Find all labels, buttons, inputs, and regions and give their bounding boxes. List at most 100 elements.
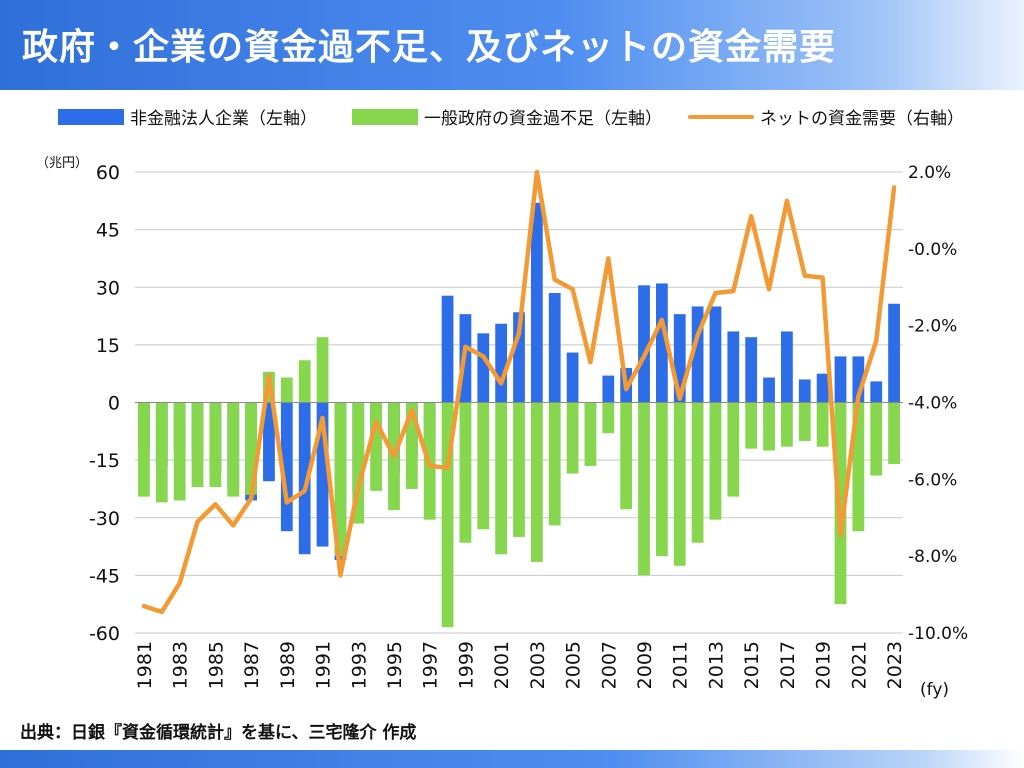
bar-government [280,377,293,403]
legend-item-corporate: 非金融法人企業（左軸） [58,104,317,129]
bar-government [441,402,454,628]
bar-government [709,402,722,520]
bar-corporate [263,402,275,482]
left-tick-label: -45 [89,565,120,587]
legend-item-government: 一般政府の資金過不足（左軸） [352,104,662,129]
right-tick-label: -4.0% [908,394,957,414]
bar-government [495,402,508,555]
legend-label-government: 一般政府の資金過不足（左軸） [424,109,662,129]
x-tick-label: 1987 [241,641,263,689]
bar-government [691,402,704,543]
legend-item-net-demand: ネットの資金需要（右軸） [688,104,964,129]
x-tick-label: 1985 [205,641,227,689]
left-tick-label: -30 [89,508,120,530]
x-tick-label: 2007 [598,641,620,689]
bar-corporate [477,333,490,403]
chart-legend: 非金融法人企業（左軸） 一般政府の資金過不足（左軸） ネットの資金需要（右軸） [0,104,1024,129]
line-net-demand [141,169,897,615]
left-axis-unit: （兆円） [36,156,88,171]
bar-government [798,402,811,441]
bar-government [655,402,668,557]
bar-government [566,402,579,474]
page-title: 政府・企業の資金過不足、及びネットの資金需要 [22,27,837,68]
bar-corporate [834,356,847,403]
bar-government [459,402,472,543]
x-axis-unit: (fy) [920,680,949,700]
bar-government [620,402,633,510]
right-tick-label: 2.0% [908,163,951,183]
chart-svg: 60 45 30 15 0 -15 -30 -45 -60 2.0% -0.0% -2.0% -4.0%… [36,156,968,700]
x-tick-label: 2017 [777,641,799,689]
bar-corporate [548,293,561,403]
legend-swatch-corporate [58,108,124,125]
bar-government [673,402,686,566]
bar-corporate [745,337,758,403]
bar-corporate [280,402,293,532]
bar-corporate [495,323,508,403]
bar-government [763,402,775,451]
bar-corporate [316,402,329,547]
x-tick-label: 2021 [848,641,870,689]
bar-government [173,402,186,501]
bar-government [155,402,168,503]
bar-government [602,402,615,434]
left-tick-label: 15 [96,335,120,357]
bar-corporate [638,285,650,403]
bar-corporate [602,375,615,403]
bar-government [816,402,829,447]
bar-corporate [566,352,579,403]
bar-corporate [655,283,668,403]
x-tick-label: 1999 [455,641,477,689]
title-bar: 政府・企業の資金過不足、及びネットの資金需要 [0,0,1024,90]
bar-government [227,402,240,497]
legend-swatch-net-demand [688,114,754,119]
bar-government [334,402,347,557]
x-tick-label: 2011 [670,641,692,689]
bar-government [405,402,418,489]
bar-corporate [530,202,543,403]
right-tick-label: -0.0% [908,240,957,260]
bar-government [370,402,383,491]
left-tick-label: 45 [96,220,120,242]
bar-government [852,402,865,532]
x-tick-label: 2009 [634,641,656,689]
bar-corporate [816,373,829,403]
bar-government [584,402,597,466]
bar-government [870,402,883,476]
x-tick-label: 2019 [813,641,835,689]
x-tick-label: 2003 [527,641,549,689]
x-tick-label: 2013 [706,641,728,689]
line-series [141,169,897,615]
left-tick-label: 60 [96,162,120,184]
bar-corporate [888,303,900,403]
legend-label-net-demand: ネットの資金需要（右軸） [760,109,964,129]
bar-corporate [441,295,454,403]
bar-government [191,402,204,488]
right-tick-label: -6.0% [908,470,957,490]
x-tick-label: 1995 [384,641,406,689]
bar-corporate [798,379,811,403]
bar-corporate [852,356,865,403]
bar-corporate [727,331,740,403]
bar-government [245,402,257,495]
x-tick-label: 2001 [491,641,513,689]
x-tick-label: 1989 [277,641,299,689]
legend-swatch-government [352,108,418,125]
bar-government [209,402,222,488]
bar-corporate [691,306,704,403]
x-tick-label: 1991 [313,641,335,689]
right-tick-label: -10.0% [908,624,968,644]
right-tick-label: -8.0% [908,547,957,567]
bar-corporate [673,314,686,403]
legend-label-corporate: 非金融法人企業（左軸） [130,109,317,129]
bar-government [781,402,793,447]
bar-government [352,402,365,524]
x-tick-label: 2005 [563,641,585,689]
x-tick-label: 1983 [170,641,192,689]
right-tick-label: -2.0% [908,317,957,337]
bar-corporate [513,312,525,403]
x-tick-label: 1993 [348,641,370,689]
x-tick-label: 2015 [741,641,763,689]
left-tick-label: -15 [89,450,120,472]
x-tick-label: 1997 [420,641,442,689]
